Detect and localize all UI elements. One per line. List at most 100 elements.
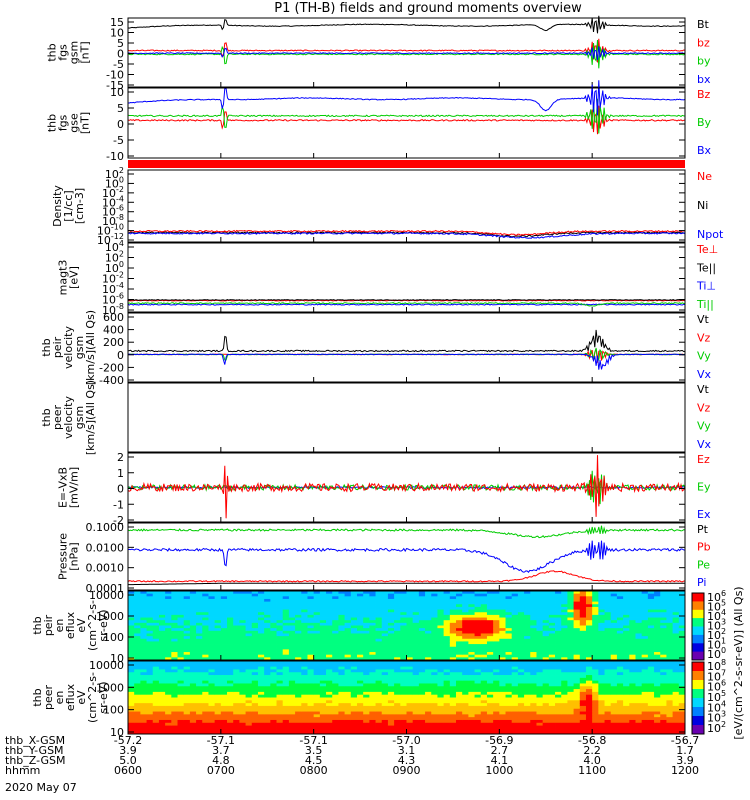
spectrogram-cell xyxy=(307,596,315,600)
spectrogram-cell xyxy=(647,612,655,616)
spectrogram-cell xyxy=(406,644,414,648)
spectrogram-cell xyxy=(573,649,581,653)
spectrogram-cell xyxy=(257,689,265,693)
spectrogram-cell xyxy=(468,661,475,665)
spectrogram-cell xyxy=(369,612,376,616)
spectrogram-cell xyxy=(585,622,593,626)
spectrogram-cell xyxy=(573,614,581,618)
spectrogram-cell xyxy=(635,596,643,600)
spectrogram-cell xyxy=(511,714,519,718)
spectrogram-cell xyxy=(128,731,135,735)
spectrogram-cell xyxy=(524,661,531,665)
legend-item: Pi xyxy=(697,576,706,589)
spectrogram-cell xyxy=(350,669,358,673)
spectrogram-cell xyxy=(474,708,482,712)
spectrogram-cell xyxy=(171,649,178,653)
spectrogram-cell xyxy=(239,717,246,721)
spectrogram-cell xyxy=(134,593,141,597)
spectrogram-cell xyxy=(499,617,506,621)
spectrogram-cell xyxy=(257,677,265,682)
spectrogram-cell xyxy=(202,628,209,632)
spectrogram-cell xyxy=(202,591,209,595)
spectrogram-cell xyxy=(363,591,370,595)
spectrogram-cell xyxy=(412,654,420,658)
spectrogram-cell xyxy=(623,646,630,650)
spectrogram-cell xyxy=(276,728,284,732)
spectrogram-cell xyxy=(251,638,259,642)
spectrogram-cell xyxy=(579,672,587,676)
spectrogram-cell xyxy=(375,666,383,670)
spectrogram-cell xyxy=(672,691,680,696)
spectrogram-cell xyxy=(505,722,513,726)
spectrogram-cell xyxy=(189,641,197,645)
spectrogram-cell xyxy=(202,636,209,640)
spectrogram-cell xyxy=(251,612,259,616)
spectrogram-cell xyxy=(480,669,488,673)
spectrogram-cell xyxy=(400,719,407,724)
series-pe xyxy=(127,525,686,539)
spectrogram-cell xyxy=(196,641,203,645)
spectrogram-cell xyxy=(363,675,370,679)
spectrogram-cell xyxy=(332,694,339,698)
spectrogram-cell xyxy=(530,606,537,610)
spectrogram-cell xyxy=(128,711,135,715)
spectrogram-cell xyxy=(214,728,222,732)
spectrogram-cell xyxy=(140,636,147,640)
spectrogram-cell xyxy=(437,680,445,684)
spectrogram-cell xyxy=(196,680,203,684)
spectrogram-cell xyxy=(158,672,166,676)
spectrogram-cell xyxy=(251,649,259,653)
spectrogram-cell xyxy=(270,609,277,613)
spectrogram-cell xyxy=(264,652,271,656)
spectrogram-cell xyxy=(468,657,475,661)
spectrogram-cell xyxy=(387,708,395,712)
spectrogram-cell xyxy=(264,697,271,701)
series-pi xyxy=(127,540,686,573)
spectrogram-cell xyxy=(505,703,513,707)
spectrogram-cell xyxy=(202,609,209,613)
spectrogram-cell xyxy=(542,593,550,597)
spectrogram-cell xyxy=(146,622,154,626)
spectrogram-cell xyxy=(208,700,216,704)
spectrogram-cell xyxy=(647,686,655,690)
spectrogram-cell xyxy=(313,705,321,710)
spectrogram-cell xyxy=(128,620,135,624)
spectrogram-cell xyxy=(363,705,370,710)
spectrogram-cell xyxy=(561,625,568,629)
spectrogram-cell xyxy=(270,622,277,626)
spectrogram-cell xyxy=(567,725,574,729)
spectrogram-cell xyxy=(140,652,147,656)
spectrogram-cell xyxy=(400,630,407,634)
spectrogram-cell xyxy=(474,628,482,632)
spectrogram-cell xyxy=(437,606,445,610)
spectrogram-cell xyxy=(375,612,383,616)
spectrogram-cell xyxy=(480,708,488,712)
ylabel-line: peir xyxy=(51,336,64,358)
spectrogram-cell xyxy=(400,620,407,624)
spectrogram-cell xyxy=(654,654,661,658)
spectrogram-cell xyxy=(431,652,438,656)
spectrogram-cell xyxy=(456,612,463,616)
spectrogram-cell xyxy=(505,646,513,650)
spectrogram-cell xyxy=(134,666,141,670)
spectrogram-cell xyxy=(338,606,346,610)
spectrogram-cell xyxy=(647,700,655,704)
spectrogram-cell xyxy=(208,705,216,710)
y-tick-label: 102 xyxy=(105,250,124,265)
spectrogram-cell xyxy=(437,728,445,732)
spectrogram-cell xyxy=(326,641,333,645)
spectrogram-cell xyxy=(245,686,253,690)
spectrogram-cell xyxy=(437,714,445,718)
spectrogram-cell xyxy=(270,717,277,721)
spectrogram-cell xyxy=(301,728,308,732)
series-pb xyxy=(127,570,686,583)
spectrogram-cell xyxy=(641,652,649,656)
spectrogram-cell xyxy=(499,593,506,597)
spectrogram-cell xyxy=(134,614,141,618)
spectrogram-cell xyxy=(505,686,513,690)
spectrogram-cell xyxy=(140,683,147,687)
spectrogram-cell xyxy=(666,700,674,704)
spectrogram-cell xyxy=(480,680,488,684)
spectrogram-cell xyxy=(517,731,525,735)
spectrogram-cell xyxy=(604,683,612,687)
